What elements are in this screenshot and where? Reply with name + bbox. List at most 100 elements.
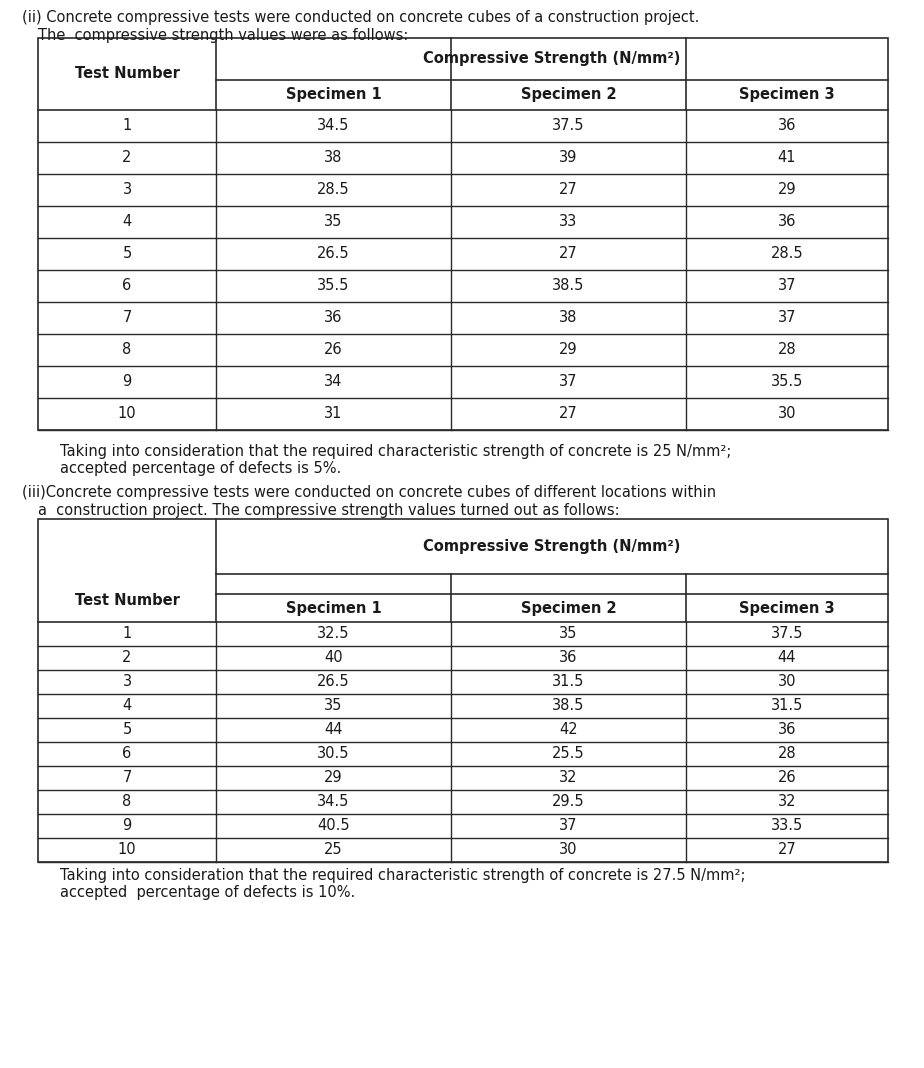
Text: 25.5: 25.5: [553, 747, 585, 761]
Text: 37: 37: [778, 279, 796, 294]
Text: Specimen 1: Specimen 1: [286, 600, 382, 615]
Text: 25: 25: [324, 843, 343, 858]
Text: 38.5: 38.5: [553, 279, 585, 294]
Text: 6: 6: [122, 279, 131, 294]
Text: 35.5: 35.5: [317, 279, 349, 294]
Text: 28: 28: [778, 747, 796, 761]
Text: 37: 37: [559, 375, 578, 390]
Text: 6: 6: [122, 747, 131, 761]
Text: 38: 38: [559, 311, 578, 326]
Text: 33.5: 33.5: [771, 818, 803, 833]
Text: 9: 9: [122, 818, 131, 833]
Text: a  construction project. The compressive strength values turned out as follows:: a construction project. The compressive …: [38, 503, 620, 518]
Text: 27: 27: [778, 843, 796, 858]
Text: 29: 29: [778, 183, 796, 198]
Text: 37.5: 37.5: [553, 119, 585, 134]
Text: 30: 30: [778, 407, 796, 422]
Text: 8: 8: [122, 343, 131, 358]
Text: 35: 35: [559, 627, 578, 642]
Text: Specimen 3: Specimen 3: [739, 88, 834, 103]
Text: 28: 28: [778, 343, 796, 358]
Text: Specimen 2: Specimen 2: [521, 600, 616, 615]
Bar: [38, 519, 888, 862]
Text: 30: 30: [778, 675, 796, 690]
Text: 9: 9: [122, 375, 131, 390]
Text: 3: 3: [123, 675, 131, 690]
Text: 26.5: 26.5: [317, 247, 350, 262]
Text: 39: 39: [559, 151, 578, 166]
Text: 44: 44: [324, 722, 343, 738]
Text: 35: 35: [324, 215, 343, 230]
Text: 31.5: 31.5: [771, 698, 803, 713]
Text: 38: 38: [324, 151, 343, 166]
Text: 29.5: 29.5: [553, 795, 585, 810]
Text: Taking into consideration that the required characteristic strength of concrete : Taking into consideration that the requi…: [60, 444, 732, 459]
Text: Test Number: Test Number: [75, 593, 179, 608]
Text: 2: 2: [122, 151, 132, 166]
Text: 27: 27: [559, 407, 578, 422]
Text: 30.5: 30.5: [317, 747, 350, 761]
Text: Test Number: Test Number: [75, 66, 179, 81]
Text: 27: 27: [559, 247, 578, 262]
Text: 33: 33: [559, 215, 578, 230]
Text: Taking into consideration that the required characteristic strength of concrete : Taking into consideration that the requi…: [60, 868, 746, 883]
Text: 5: 5: [122, 722, 131, 738]
Text: 29: 29: [559, 343, 578, 358]
Text: Specimen 1: Specimen 1: [286, 88, 382, 103]
Text: The  compressive strength values were as follows:: The compressive strength values were as …: [38, 28, 408, 43]
Text: 3: 3: [123, 183, 131, 198]
Bar: [38, 38, 888, 110]
Bar: [38, 38, 888, 430]
Text: 29: 29: [324, 770, 343, 785]
Text: 26: 26: [324, 343, 343, 358]
Text: 28.5: 28.5: [771, 247, 803, 262]
Text: (iii)Concrete compressive tests were conducted on concrete cubes of different lo: (iii)Concrete compressive tests were con…: [22, 485, 716, 500]
Text: 36: 36: [778, 215, 796, 230]
Text: 40.5: 40.5: [317, 818, 350, 833]
Text: (ii) Concrete compressive tests were conducted on concrete cubes of a constructi: (ii) Concrete compressive tests were con…: [22, 10, 699, 25]
Text: 10: 10: [117, 407, 137, 422]
Text: 31: 31: [324, 407, 343, 422]
Text: 38.5: 38.5: [553, 698, 585, 713]
Text: 30: 30: [559, 843, 578, 858]
Text: 36: 36: [324, 311, 343, 326]
Text: 34.5: 34.5: [317, 795, 349, 810]
Text: Compressive Strength (N/mm²): Compressive Strength (N/mm²): [423, 51, 681, 66]
Text: 37: 37: [559, 818, 578, 833]
Text: 7: 7: [122, 311, 132, 326]
Text: 35: 35: [324, 698, 343, 713]
Text: 1: 1: [122, 627, 131, 642]
Text: 4: 4: [122, 698, 131, 713]
Text: 1: 1: [122, 119, 131, 134]
Text: 4: 4: [122, 215, 131, 230]
Text: 41: 41: [778, 151, 796, 166]
Text: 32.5: 32.5: [317, 627, 350, 642]
Text: 40: 40: [324, 650, 343, 665]
Text: 32: 32: [559, 770, 578, 785]
Text: accepted  percentage of defects is 10%.: accepted percentage of defects is 10%.: [60, 885, 355, 900]
Text: 8: 8: [122, 795, 131, 810]
Text: 2: 2: [122, 650, 132, 665]
Text: 7: 7: [122, 770, 132, 785]
Text: 31.5: 31.5: [553, 675, 585, 690]
Text: 37.5: 37.5: [771, 627, 803, 642]
Text: 42: 42: [559, 722, 578, 738]
Text: Compressive Strength (N/mm²): Compressive Strength (N/mm²): [423, 539, 681, 554]
Text: 34.5: 34.5: [317, 119, 349, 134]
Text: Specimen 2: Specimen 2: [521, 88, 616, 103]
Text: 27: 27: [559, 183, 578, 198]
Text: 34: 34: [324, 375, 343, 390]
Text: 44: 44: [778, 650, 796, 665]
Text: 36: 36: [778, 119, 796, 134]
Text: accepted percentage of defects is 5%.: accepted percentage of defects is 5%.: [60, 461, 341, 476]
Text: 36: 36: [559, 650, 578, 665]
Text: 10: 10: [117, 843, 137, 858]
Text: 5: 5: [122, 247, 131, 262]
Text: 37: 37: [778, 311, 796, 326]
Text: 28.5: 28.5: [317, 183, 350, 198]
Text: 32: 32: [778, 795, 796, 810]
Text: 26.5: 26.5: [317, 675, 350, 690]
Text: Specimen 3: Specimen 3: [739, 600, 834, 615]
Text: 26: 26: [778, 770, 796, 785]
Text: 36: 36: [778, 722, 796, 738]
